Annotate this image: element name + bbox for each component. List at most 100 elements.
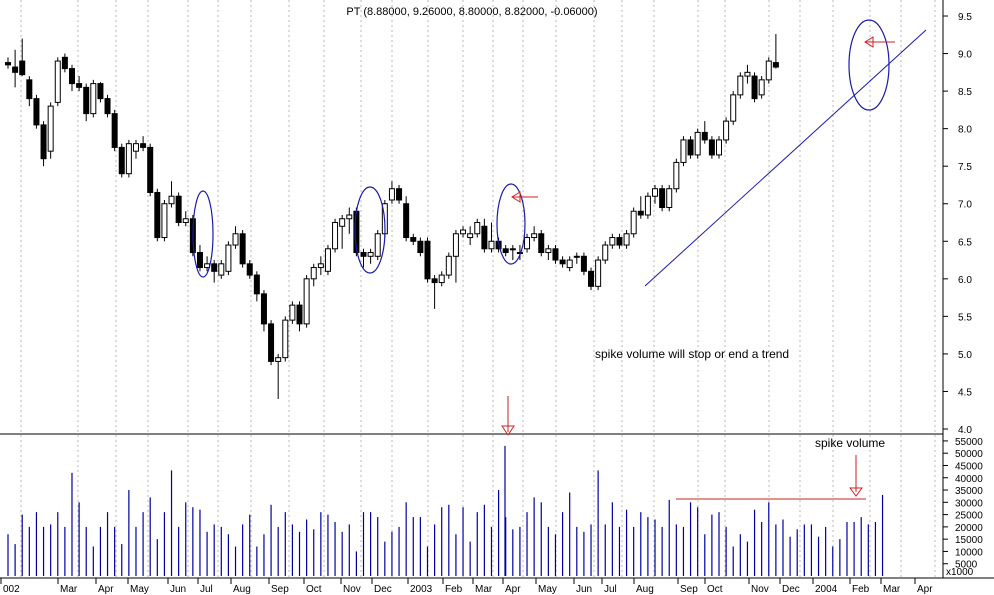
candle-up [573, 255, 580, 258]
volume-tick-label: 45000 [955, 461, 983, 472]
candle-up [47, 105, 54, 152]
candle-up [673, 161, 680, 190]
candle-down [239, 233, 246, 265]
candle-up [765, 60, 772, 81]
volume-panel [7, 445, 884, 576]
candle-down [580, 255, 587, 272]
candle-down [12, 66, 19, 73]
candle-down [154, 191, 161, 239]
candle-up [524, 237, 531, 250]
candle-down [246, 263, 253, 276]
price-tick-label: 6.5 [958, 237, 972, 248]
grid-lines [20, 0, 936, 578]
arrow-left-icon [511, 191, 521, 203]
x-tick-label: Apr [98, 584, 114, 595]
candle-up [339, 218, 346, 227]
price-tick-label: 8.5 [958, 87, 972, 98]
price-tick-label: 6.0 [958, 275, 972, 286]
candle-down [33, 98, 40, 126]
candle-up [630, 210, 637, 235]
x-tick-label: 002 [3, 584, 20, 595]
candle-up [488, 240, 495, 250]
candle-up [509, 248, 516, 251]
price-tick-label: 4.5 [958, 387, 972, 398]
x-tick-label: 2004 [815, 584, 838, 595]
candle-up [652, 188, 659, 197]
x-tick-label: 2003 [410, 584, 433, 595]
candle-down [19, 60, 26, 76]
candle-up [388, 188, 395, 201]
candle-up [452, 233, 459, 257]
highlight-ellipse [848, 19, 890, 111]
candle-down [147, 146, 154, 193]
x-tick-label: Apr [917, 584, 933, 595]
price-tick-label: 9.0 [958, 50, 972, 61]
x-tick-label: Jul [200, 584, 213, 595]
x-tick-label: Nov [343, 584, 361, 595]
annotations-layer: PT (8.88000, 9.26000, 8.80000, 8.82000, … [192, 6, 927, 500]
candle-down [5, 62, 11, 66]
candle-down [687, 139, 694, 156]
x-tick-label: Feb [445, 584, 463, 595]
candle-down [253, 274, 260, 295]
candle-down [360, 252, 367, 257]
note-spike-volume: spike volume [815, 436, 885, 450]
candle-up [545, 248, 552, 254]
x-tick-label: Jun [576, 584, 592, 595]
candle-up [324, 248, 331, 272]
candle-down [97, 83, 104, 100]
chart-title: PT (8.88000, 9.26000, 8.80000, 8.82000, … [346, 6, 597, 18]
x-tick-label: Aug [636, 584, 654, 595]
price-tick-label: 5.5 [958, 312, 972, 323]
candle-up [716, 139, 722, 156]
candle-down [296, 304, 303, 325]
x-tick-label: Sep [680, 584, 698, 595]
candle-up [666, 188, 673, 208]
candle-down [260, 293, 267, 325]
candle-down [26, 79, 33, 100]
candle-up [758, 79, 765, 96]
candle-up [531, 233, 538, 239]
x-tick-label: Aug [233, 584, 251, 595]
candle-down [708, 139, 715, 156]
x-tick-label: Oct [707, 584, 723, 595]
volume-tick-label: 30000 [955, 498, 983, 509]
candle-up [723, 120, 730, 141]
candle-down [68, 68, 75, 85]
arrow-down-icon [849, 487, 863, 497]
candle-up [218, 263, 225, 276]
price-tick-label: 7.0 [958, 200, 972, 211]
candle-down [417, 240, 424, 254]
candle-down [616, 237, 623, 246]
trendline [644, 29, 927, 287]
volume-tick-label: 10000 [955, 547, 983, 558]
candle-up [132, 143, 139, 152]
volume-tick-label: 25000 [955, 511, 983, 522]
candle-up [467, 233, 474, 239]
highlight-ellipse [496, 183, 526, 265]
candle-up [644, 195, 651, 216]
candle-up [289, 304, 296, 321]
candle-up [303, 278, 310, 325]
volume-unit-label: x1000 [946, 567, 974, 578]
candle-down [111, 113, 118, 148]
candle-down [104, 98, 111, 115]
candle-up [90, 83, 97, 115]
candle-up [161, 203, 168, 239]
candle-down [403, 203, 410, 239]
x-tick-label: Mar [883, 584, 901, 595]
candle-down [175, 195, 182, 224]
candle-up [602, 244, 609, 261]
candle-up [744, 71, 751, 77]
candle-up [730, 94, 737, 122]
candle-up [168, 195, 175, 205]
candle-down [118, 146, 125, 175]
volume-tick-label: 20000 [955, 523, 983, 534]
candle-up [275, 357, 282, 362]
candle-down [268, 323, 275, 362]
candle-up [367, 252, 374, 257]
candle-down [424, 240, 431, 280]
candle-down [431, 278, 438, 284]
